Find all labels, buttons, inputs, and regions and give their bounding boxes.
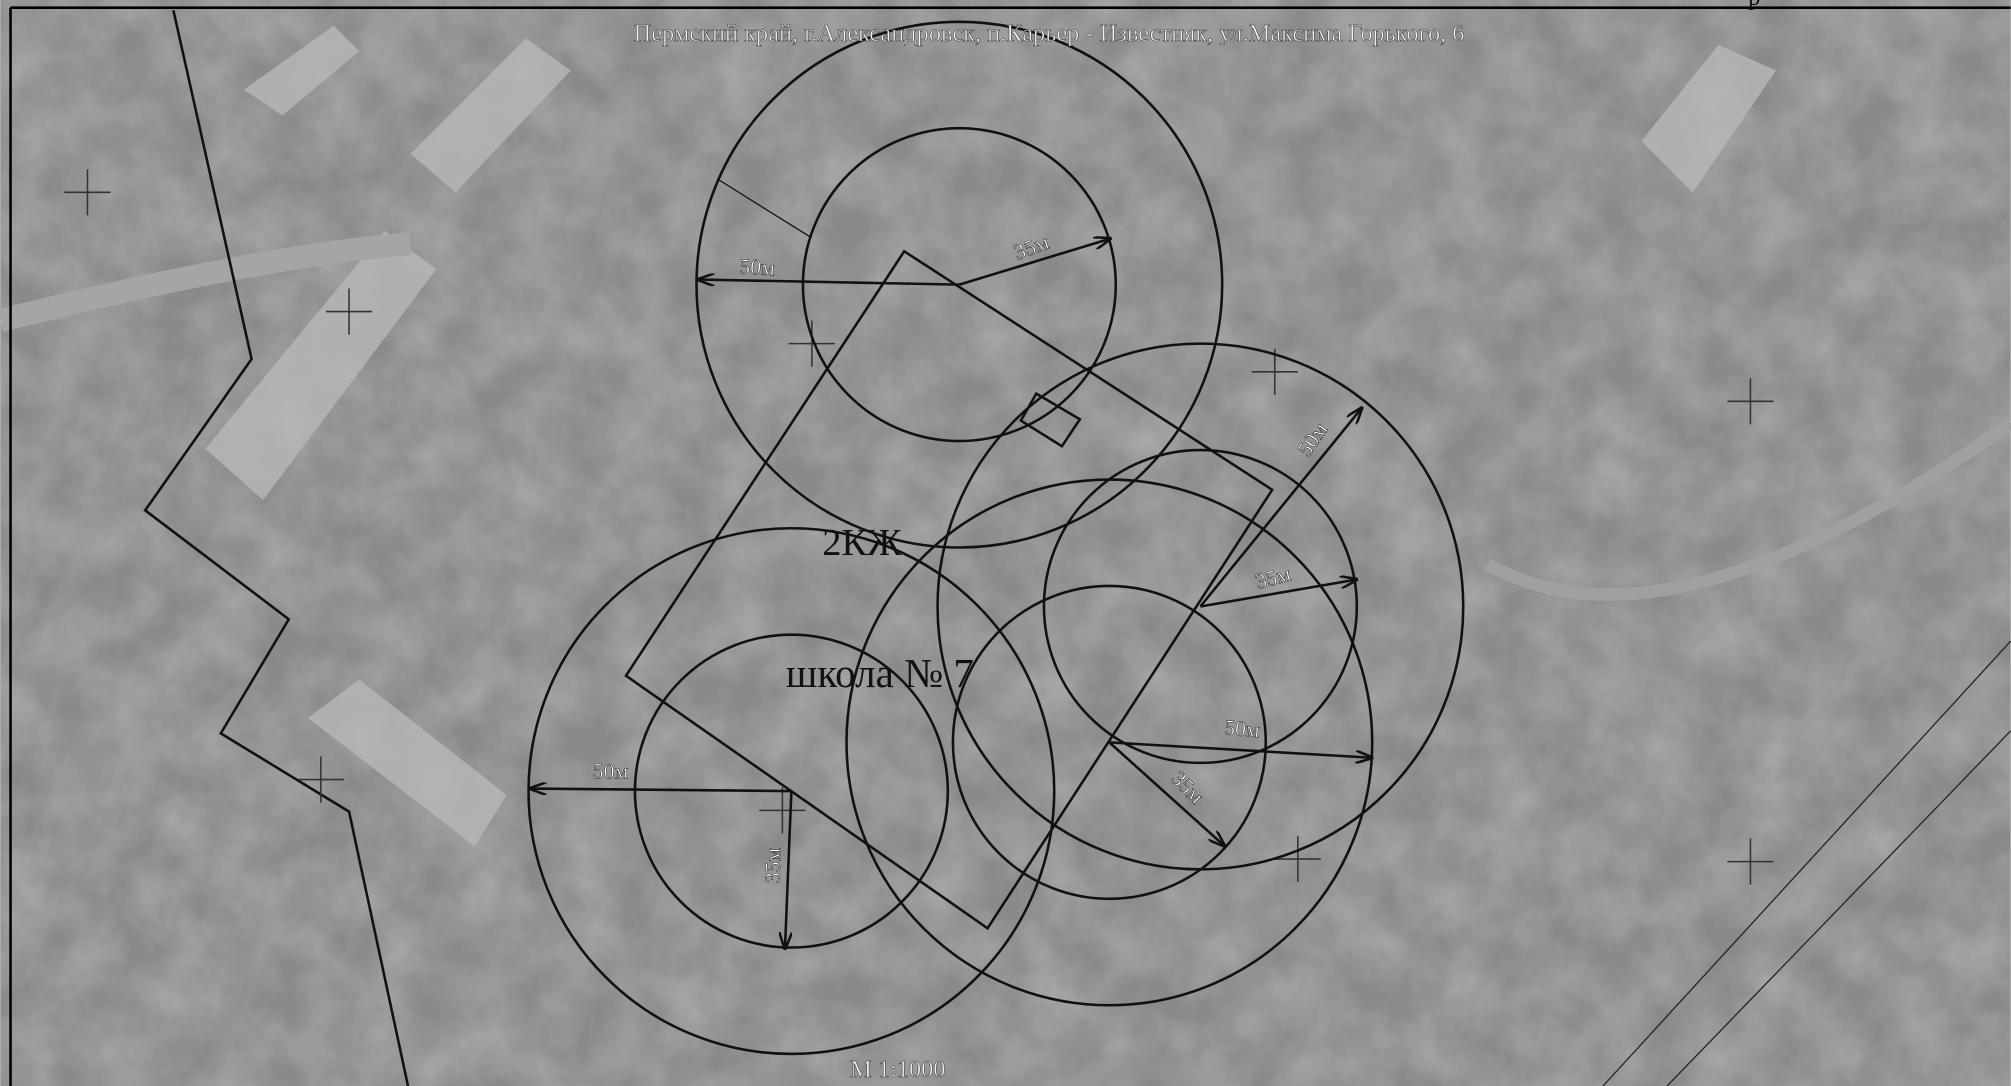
radius-label: 35м <box>761 847 785 883</box>
radius-label: 50м <box>739 254 776 280</box>
zone-label: 2КЖ <box>822 522 902 564</box>
scale-label: М 1:1000 <box>850 1056 945 1083</box>
school-label: школа № 7 <box>786 650 974 696</box>
radius-label: 50м <box>1223 715 1261 742</box>
map-title: Пермский край, г.Александровск, п.Карьер… <box>634 20 1465 47</box>
map: 50м 35м 50м 35м 50м 35м 50м 35м 2КЖ школ… <box>0 0 2011 1086</box>
radius-label: 50м <box>593 759 629 783</box>
corner-text: р <box>1748 0 1760 11</box>
